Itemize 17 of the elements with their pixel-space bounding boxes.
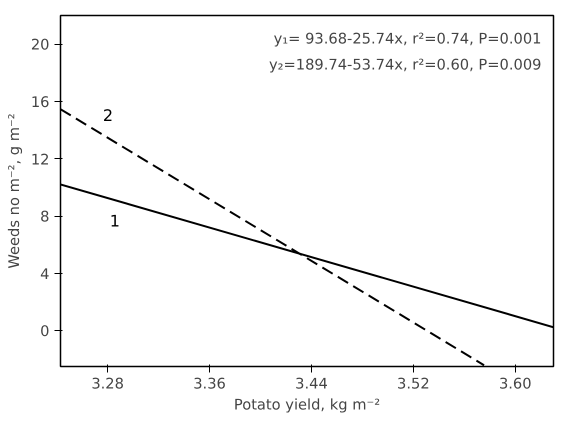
y-tick-label: 0: [40, 323, 50, 340]
y-tick-label: 4: [40, 266, 50, 283]
annotation: y₁= 93.68-25.74x, r²=0.74, P=0.001: [274, 30, 542, 48]
x-tick-label: 3.60: [498, 376, 532, 392]
y-tick-label: 8: [40, 208, 50, 226]
y-tick-label: 16: [30, 94, 50, 111]
y-tick-label: 12: [30, 151, 50, 168]
x-tick-label: 3.28: [91, 376, 124, 392]
y-axis-title: Weeds no m⁻², g m⁻²: [6, 113, 23, 269]
series-label: 1: [110, 212, 120, 231]
y-tick-label: 20: [30, 36, 50, 54]
x-tick-label: 3.36: [193, 376, 226, 392]
x-tick-label: 3.44: [295, 376, 328, 392]
x-tick-label: 3.52: [397, 376, 430, 392]
annotation: y₂=189.74-53.74x, r²=0.60, P=0.009: [268, 56, 542, 74]
x-axis-title: Potato yield, kg m⁻²: [234, 396, 380, 414]
series-label: 2: [102, 106, 114, 125]
